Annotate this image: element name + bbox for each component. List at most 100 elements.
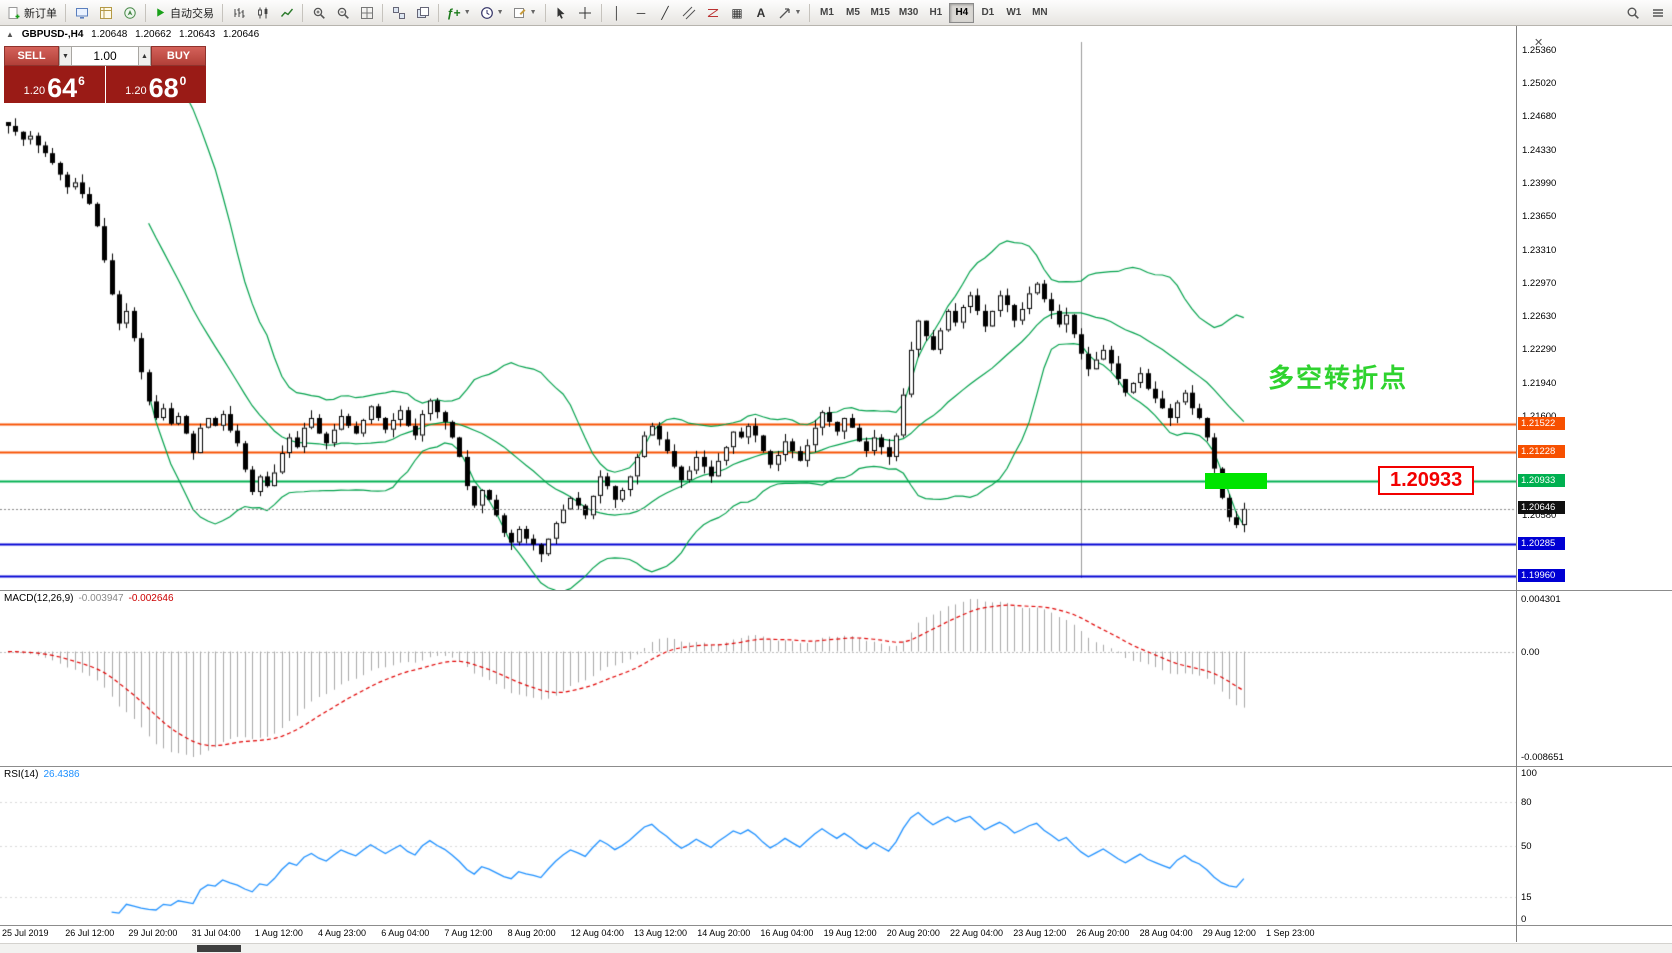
cascade-windows-button[interactable] [411,2,434,24]
periods-button[interactable]: ▼ [476,2,508,24]
zoom-in-button[interactable] [307,2,330,24]
buy-price-prefix: 1.20 [125,85,147,97]
price-axis-tick: 1.25360 [1522,45,1557,56]
highlight-rectangle[interactable] [1205,473,1267,489]
indicators-button[interactable]: ƒ+ ▼ [443,2,475,24]
one-click-toggle[interactable]: ▲ [6,30,14,39]
data-window-icon [99,6,113,20]
trendline-button[interactable]: ╱ [654,2,677,24]
new-order-button[interactable]: 新订单 [3,2,61,24]
grid-button[interactable] [355,2,378,24]
sell-button[interactable]: SELL [4,46,59,66]
arrow-tool-button[interactable]: ▼ [774,2,806,24]
timeframe-m1[interactable]: M1 [819,7,834,18]
sell-price-display[interactable]: 1.20 64 6 [4,66,105,103]
navigator-icon [123,6,137,20]
date-axis-label: 25 Jul 2019 [2,928,49,938]
timeframe-group: M1 M5 M15 M30 H1 H4 D1 W1 MN [814,2,1052,23]
crosshair-button[interactable] [574,2,597,24]
tile-windows-button[interactable] [387,2,410,24]
level-price-tag: 1.20285 [1518,537,1565,551]
rsi-axis-tick: 0 [1521,914,1527,925]
vertical-line-button[interactable]: │ [606,2,629,24]
panel-separator[interactable] [0,925,1672,926]
price-axis[interactable]: 1.25360 1.25020 1.24680 1.24330 1.23990 1.236… [1516,26,1672,942]
date-axis-label: 29 Aug 12:00 [1202,928,1256,938]
panel-separator[interactable] [0,590,1672,591]
toolbar-separator [65,3,66,22]
one-click-trading-controls: SELL ▼ ▲ BUY [4,46,206,66]
line-chart-button[interactable] [275,2,298,24]
timeframe-m15[interactable]: M15 [870,7,890,18]
cursor-button[interactable] [550,2,573,24]
bar-chart-button[interactable] [227,2,250,24]
timeframe-h1[interactable]: H1 [929,7,943,18]
auto-trading-button[interactable]: 自动交易 [150,2,218,24]
annotation-bull-bear-turning-point[interactable]: 多空转折点 [1268,363,1409,393]
rsi-axis-tick: 50 [1521,841,1532,852]
horizontal-scrollbar[interactable] [0,943,1672,953]
date-axis-label: 14 Aug 20:00 [697,928,751,938]
macd-name: MACD(12,26,9) [4,593,74,604]
navigator-button[interactable] [118,2,141,24]
volume-input[interactable] [72,46,138,66]
timeframe-m5[interactable]: M5 [845,7,860,18]
date-axis-label: 7 Aug 12:00 [444,928,493,938]
date-axis-label: 6 Aug 04:00 [381,928,430,938]
menu-button[interactable] [1646,2,1669,24]
horizontal-line-icon: ─ [636,5,646,20]
new-order-icon [7,6,21,20]
toolbar-separator [222,3,223,22]
volume-decrease-button[interactable]: ▼ [59,46,72,66]
chart-close-button[interactable]: ✕ [1534,37,1544,49]
cascade-windows-icon [416,6,430,20]
channel-button[interactable] [678,2,701,24]
horizontal-line-button[interactable]: ─ [630,2,653,24]
panel-separator[interactable] [0,766,1672,767]
timeframe-d1[interactable]: D1 [981,7,995,18]
search-icon [1626,6,1640,20]
tile-windows-icon [392,6,406,20]
candlestick-chart-button[interactable] [251,2,274,24]
date-axis-label: 16 Aug 04:00 [760,928,814,938]
timeframe-w1[interactable]: W1 [1006,7,1022,18]
timeframe-mn[interactable]: MN [1032,7,1048,18]
timeframe-h4[interactable]: H4 [949,2,975,23]
toolbar: 新订单 自动交易 ƒ+ ▼ ▼ ▼ │ ─ ╱ ▦ [0,0,1672,26]
line-chart-icon [280,6,294,20]
chevron-down-icon: ▼ [794,9,802,16]
volume-increase-button[interactable]: ▲ [138,46,151,66]
templates-button[interactable]: ▼ [509,2,541,24]
fibonacci-button[interactable] [702,2,725,24]
toolbar-separator [302,3,303,22]
low-value: 1.20643 [179,29,216,40]
text-button[interactable]: A [750,2,773,24]
buy-price-big: 68 [148,73,179,103]
level-price-tag: 1.19960 [1518,568,1565,582]
timeframe-m30[interactable]: M30 [898,7,919,18]
macd-panel-canvas[interactable] [0,591,1516,766]
toolbar-separator [600,3,602,22]
shapes-icon: ▦ [731,5,743,20]
price-axis-tick: 1.20580 [1522,510,1557,522]
price-axis-tick: 1.21940 [1522,377,1557,389]
chevron-down-icon: ▼ [529,9,537,16]
price-axis-tick: 1.24680 [1522,111,1557,123]
rsi-panel-canvas[interactable] [0,767,1516,925]
zoom-out-button[interactable] [331,2,354,24]
market-watch-button[interactable] [70,2,93,24]
data-window-button[interactable] [94,2,117,24]
shapes-button[interactable]: ▦ [726,2,749,24]
buy-button[interactable]: BUY [151,46,206,66]
main-chart-canvas[interactable] [0,26,1516,590]
price-axis-tick: 1.21600 [1522,411,1556,422]
open-value: 1.20648 [91,29,128,40]
date-axis-label: 22 Aug 04:00 [950,928,1004,938]
search-button[interactable] [1621,2,1644,24]
price-callout-box[interactable]: 1.20933 [1378,466,1475,495]
buy-price-display[interactable]: 1.20 68 0 [105,66,206,103]
new-order-label: 新订单 [24,7,57,20]
date-axis[interactable]: 25 Jul 2019 26 Jul 12:00 29 Jul 20:00 31 Ju… [0,926,1516,942]
chart-window: ▲ GBPUSD-,H4 1.20648 1.20662 1.20643 1.2… [0,26,1672,953]
horizontal-scrollbar-thumb[interactable] [197,945,241,952]
